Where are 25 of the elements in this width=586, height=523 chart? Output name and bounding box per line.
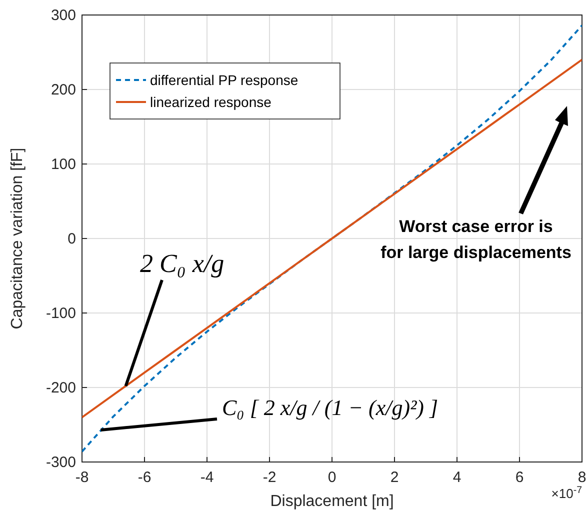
x-tick-label: 0 <box>328 469 336 486</box>
x-tick-label: 8 <box>578 469 586 486</box>
x-tick-label: 4 <box>452 469 462 486</box>
x-tick-label: -6 <box>138 469 152 486</box>
legend-label: linearized response <box>150 94 272 110</box>
annotation: 2 C₀ x/g <box>140 249 224 278</box>
x-tick-label: 6 <box>515 469 524 486</box>
y-tick-label: -200 <box>46 380 76 396</box>
x-tick-label: 2 <box>390 469 399 486</box>
line-series <box>82 58 582 418</box>
text: ×10$^{-7}$ <box>551 484 582 501</box>
y-tick-label: 100 <box>50 156 76 173</box>
y-tick-label: 300 <box>50 7 76 24</box>
x-axis-title: Displacement [m] <box>270 493 394 510</box>
y-tick-label: 200 <box>50 82 76 98</box>
y-tick-label: -100 <box>46 305 76 322</box>
x-tick-label: -2 <box>262 469 276 486</box>
x-tick-label: -8 <box>75 469 89 486</box>
y-axis-title: Capacitance variation [fF] <box>9 148 26 330</box>
annotation: C₀ [ 2 x/g / (1 − (x/g)²) ] <box>222 395 438 420</box>
x-tick-label: -4 <box>200 469 214 486</box>
y-tick-label: 0 <box>68 230 76 248</box>
y-tick-label: -300 <box>46 454 76 471</box>
annotation: Worst case error is for large displacements <box>380 217 572 262</box>
legend-label: differential PP response <box>150 72 298 88</box>
